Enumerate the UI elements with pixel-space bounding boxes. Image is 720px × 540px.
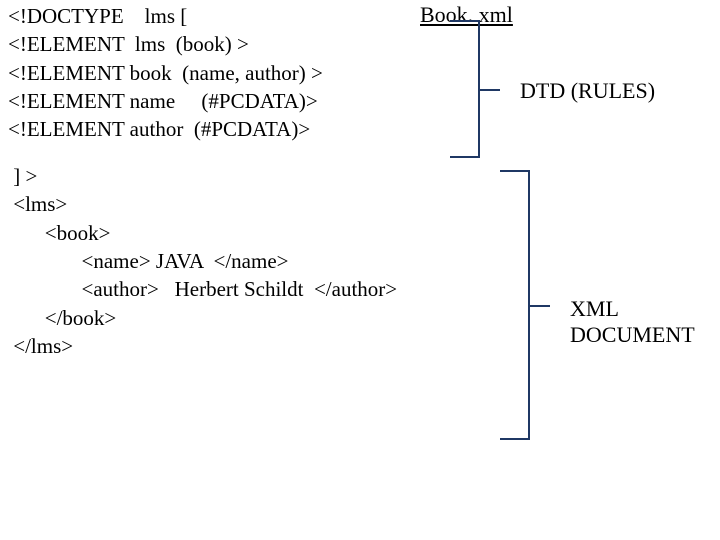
- dtd-bracket-bottom: [450, 89, 480, 158]
- dtd-label: DTD (RULES): [520, 78, 655, 104]
- xml-label: XML DOCUMENT: [570, 296, 720, 348]
- xml-bracket-top: [500, 170, 530, 305]
- xml-bracket-stem: [530, 305, 550, 307]
- xml-code-block: ] > <lms> <book> <name> JAVA </name> <au…: [8, 162, 397, 360]
- dtd-bracket-top: [450, 20, 480, 89]
- dtd-bracket-stem: [480, 89, 500, 91]
- xml-bracket-bottom: [500, 305, 530, 440]
- dtd-code-block: <!DOCTYPE lms [ <!ELEMENT lms (book) > <…: [8, 2, 323, 144]
